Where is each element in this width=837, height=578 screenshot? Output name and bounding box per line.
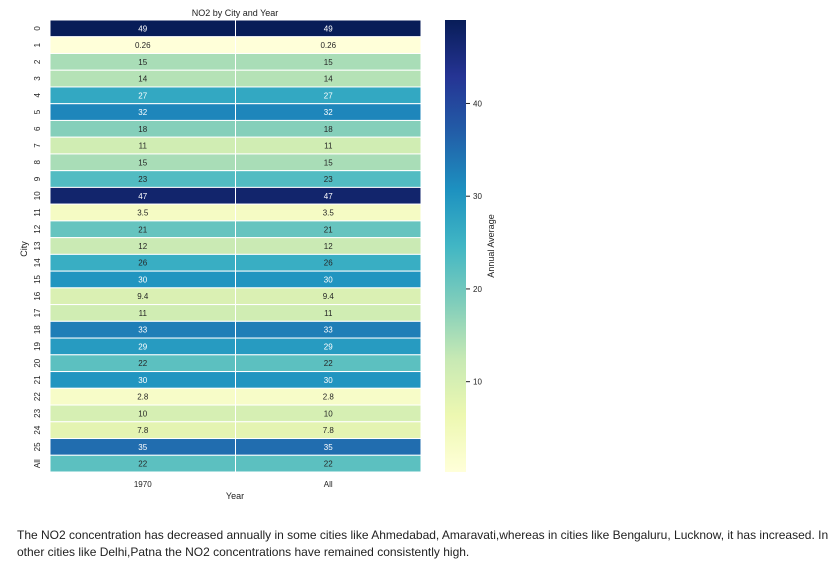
cell-value-label: 18 [324,125,333,134]
cell-value-label: 12 [138,242,147,251]
y-tick-label: 5 [33,109,42,114]
cell-value-label: 10 [324,409,333,418]
y-tick-label: 9 [33,176,42,181]
cell-value-label: 35 [324,443,333,452]
y-tick-label: 15 [33,274,42,283]
cell-value-label: 11 [324,309,333,318]
cell-value-label: 21 [324,225,333,234]
y-tick-label: 22 [33,392,42,401]
y-tick-label: 4 [33,93,42,98]
cell-value-label: 11 [139,142,148,151]
cell-value-label: 35 [138,443,147,452]
y-tick-label: 24 [33,425,42,434]
cell-value-label: 2.8 [137,393,149,402]
cell-value-label: 47 [324,192,333,201]
cell-value-label: 22 [324,460,333,469]
cell-value-label: 33 [138,326,147,335]
cell-value-label: 7.8 [323,426,335,435]
chart-title: NO2 by City and Year [192,8,279,18]
y-axis-label: City [19,241,29,257]
cell-value-label: 49 [138,24,147,33]
y-tick-label: 13 [33,241,42,250]
cell-value-label: 33 [324,326,333,335]
x-tick-label: 1970 [134,480,152,489]
y-tick-label: 0 [33,26,42,31]
y-tick-label: 25 [33,442,42,451]
cell-value-label: 30 [138,275,147,284]
cell-value-label: 9.4 [137,292,149,301]
cell-value-label: 22 [138,460,147,469]
cell-value-label: 21 [138,225,147,234]
cell-value-label: 32 [324,108,333,117]
y-tick-label: 20 [33,358,42,367]
colorbar-label: Annual Average [486,214,496,277]
y-tick-label: All [33,459,42,468]
cell-value-label: 7.8 [137,426,149,435]
y-tick-label: 18 [33,325,42,334]
cell-value-label: 26 [138,259,147,268]
cell-value-label: 3.5 [323,209,335,218]
cell-value-label: 22 [138,359,147,368]
y-tick-labels: 0123456789101112131415161718192021222324… [33,26,42,468]
colorbar-tick-label: 10 [473,378,482,387]
cell-value-label: 22 [324,359,333,368]
colorbar-tick-label: 20 [473,285,482,294]
cell-value-label: 32 [138,108,147,117]
cell-value-label: 15 [138,58,147,67]
cell-value-label: 47 [138,192,147,201]
y-tick-label: 14 [33,258,42,267]
cell-value-label: 15 [324,158,333,167]
y-tick-label: 8 [33,160,42,165]
y-tick-label: 16 [33,291,42,300]
cell-value-label: 15 [324,58,333,67]
cell-value-label: 26 [324,259,333,268]
cell-value-label: 12 [324,242,333,251]
colorbar-tick-label: 30 [473,192,482,201]
cell-value-label: 23 [138,175,147,184]
cell-value-label: 3.5 [137,209,149,218]
cell-value-label: 10 [138,409,147,418]
x-axis-label: Year [226,491,244,501]
x-tick-label: All [324,480,333,489]
cell-value-label: 11 [324,142,333,151]
cell-value-label: 29 [324,342,333,351]
cell-value-label: 15 [138,158,147,167]
cell-value-label: 30 [138,376,147,385]
y-tick-label: 19 [33,341,42,350]
y-tick-label: 23 [33,408,42,417]
cell-value-label: 0.26 [135,41,151,50]
y-tick-label: 7 [33,143,42,148]
cell-value-label: 30 [324,376,333,385]
x-tick-labels: 1970 All [134,480,333,489]
cell-value-label: 9.4 [323,292,335,301]
cell-value-label: 11 [139,309,148,318]
y-tick-label: 12 [33,224,42,233]
cell-value-label: 49 [324,24,333,33]
y-tick-label: 2 [33,59,42,64]
y-tick-label: 21 [33,375,42,384]
cell-value-label: 0.26 [320,41,336,50]
y-tick-label: 3 [33,76,42,81]
y-tick-label: 1 [33,42,42,47]
cell-value-label: 2.8 [323,393,335,402]
y-tick-label: 10 [33,191,42,200]
heatmap-cell [235,454,422,473]
cell-value-label: 14 [138,75,147,84]
cell-value-label: 29 [138,342,147,351]
cell-value-label: 27 [324,91,333,100]
heatmap-cells: 49 49 0.26 0.26 15 15 14 14 27 27 32 32 18 18 11 11 15 15… [49,19,422,473]
cell-value-label: 23 [324,175,333,184]
y-tick-label: 6 [33,126,42,131]
caption-text: The NO2 concentration has decreased annu… [17,528,829,559]
y-tick-label: 17 [33,308,42,317]
cell-value-label: 30 [324,275,333,284]
y-tick-label: 11 [33,208,42,217]
cell-value-label: 14 [324,75,333,84]
cell-value-label: 18 [138,125,147,134]
colorbar-ticks: 10 20 30 40 [466,99,482,387]
cell-value-label: 27 [138,91,147,100]
colorbar-tick-label: 40 [473,99,482,108]
colorbar [445,20,466,472]
